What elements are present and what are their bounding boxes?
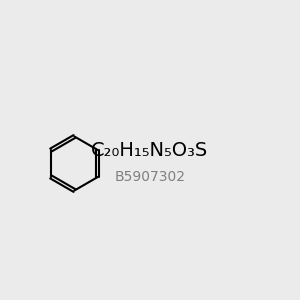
Text: C₂₀H₁₅N₅O₃S: C₂₀H₁₅N₅O₃S [92,140,208,160]
Text: B5907302: B5907302 [115,170,185,184]
